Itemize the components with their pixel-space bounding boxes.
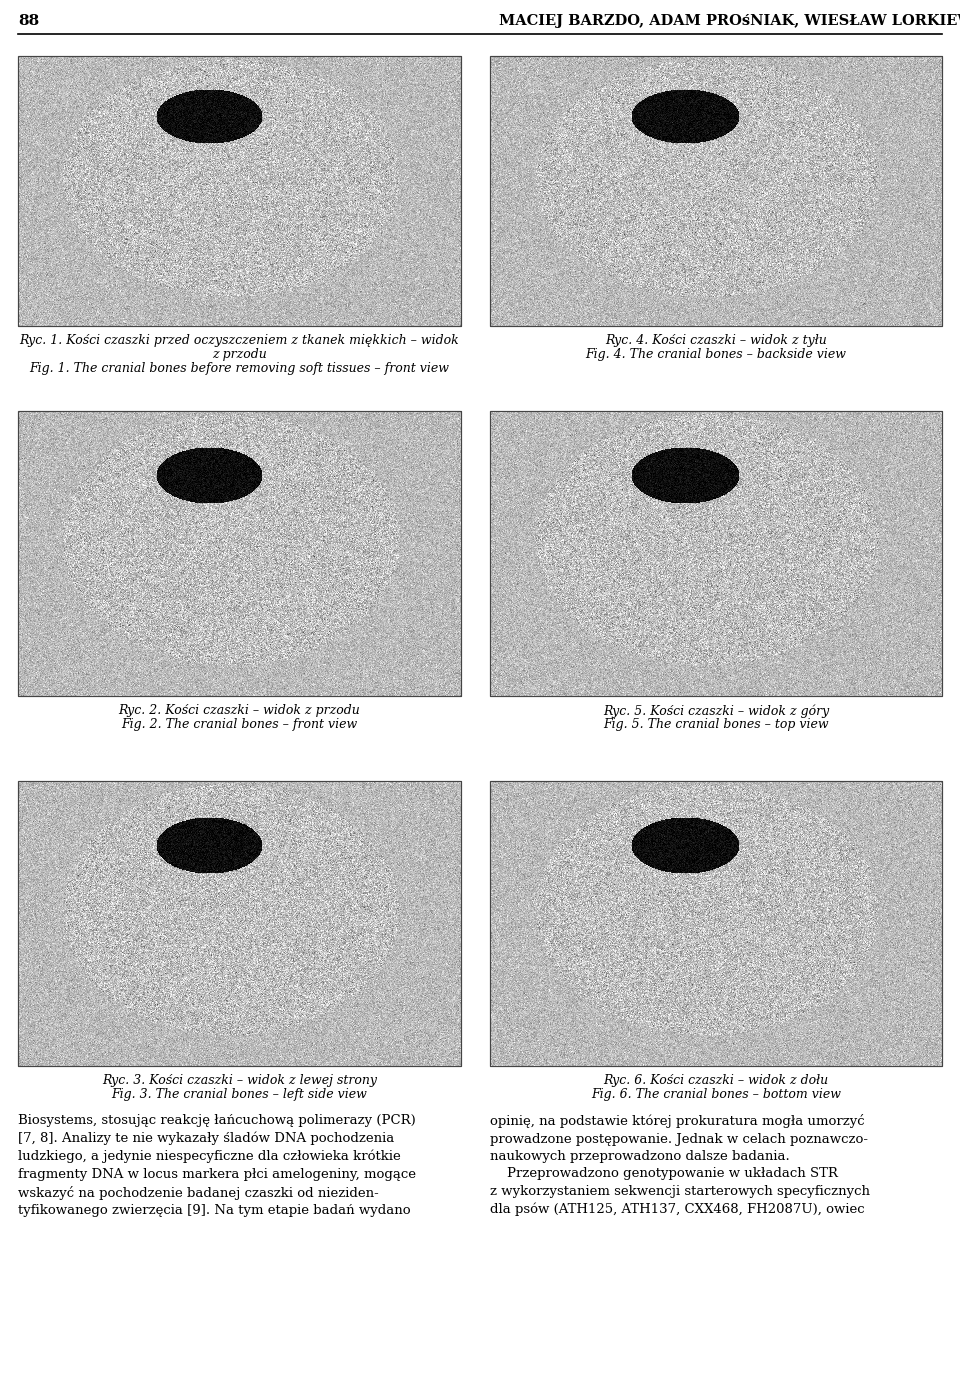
Text: Fig. 3. The cranial bones – left side view: Fig. 3. The cranial bones – left side vi… xyxy=(111,1087,368,1101)
Bar xyxy=(490,56,942,327)
Bar xyxy=(490,780,942,1067)
Text: Fig. 5. The cranial bones – top view: Fig. 5. The cranial bones – top view xyxy=(603,718,828,732)
Text: z przodu: z przodu xyxy=(212,348,267,362)
Text: Fig. 2. The cranial bones – front view: Fig. 2. The cranial bones – front view xyxy=(121,718,358,732)
Text: 88: 88 xyxy=(18,14,39,28)
Text: opinię, na podstawie której prokuratura mogła umorzyć
prowadzone postępowanie. J: opinię, na podstawie której prokuratura … xyxy=(490,1114,870,1216)
Text: Fig. 1. The cranial bones before removing soft tissues – front view: Fig. 1. The cranial bones before removin… xyxy=(30,362,449,376)
Text: Ryc. 2. Kości czaszki – widok z przodu: Ryc. 2. Kości czaszki – widok z przodu xyxy=(119,704,360,718)
Bar xyxy=(490,56,942,327)
Bar xyxy=(18,56,461,327)
Text: Fig. 6. The cranial bones – bottom view: Fig. 6. The cranial bones – bottom view xyxy=(591,1087,841,1101)
Bar xyxy=(490,410,942,697)
Text: Fig. 4. The cranial bones – backside view: Fig. 4. The cranial bones – backside vie… xyxy=(586,348,847,362)
Bar xyxy=(490,780,942,1067)
Text: Ryc. 3. Kości czaszki – widok z lewej strony: Ryc. 3. Kości czaszki – widok z lewej st… xyxy=(102,1074,377,1087)
Bar xyxy=(18,410,461,697)
Text: Ryc. 1. Kości czaszki przed oczyszczeniem z tkanek miękkich – widok: Ryc. 1. Kości czaszki przed oczyszczenie… xyxy=(19,334,460,348)
Text: Ryc. 4. Kości czaszki – widok z tyłu: Ryc. 4. Kości czaszki – widok z tyłu xyxy=(605,334,827,348)
Bar xyxy=(490,410,942,697)
Text: Biosystems, stosując reakcję łańcuchową polimerazy (PCR)
[7, 8]. Analizy te nie : Biosystems, stosując reakcję łańcuchową … xyxy=(18,1114,416,1217)
Text: Ryc. 5. Kości czaszki – widok z góry: Ryc. 5. Kości czaszki – widok z góry xyxy=(603,704,829,718)
Text: MACIEJ BARZDO, ADAM PROśNIAK, WIESŁAW LORKIEWICZ I WSP.: MACIEJ BARZDO, ADAM PROśNIAK, WIESŁAW LO… xyxy=(499,14,960,28)
Bar xyxy=(18,56,461,327)
Text: Ryc. 6. Kości czaszki – widok z dołu: Ryc. 6. Kości czaszki – widok z dołu xyxy=(604,1074,828,1087)
Bar xyxy=(18,410,461,697)
Bar xyxy=(18,780,461,1067)
Bar xyxy=(18,780,461,1067)
